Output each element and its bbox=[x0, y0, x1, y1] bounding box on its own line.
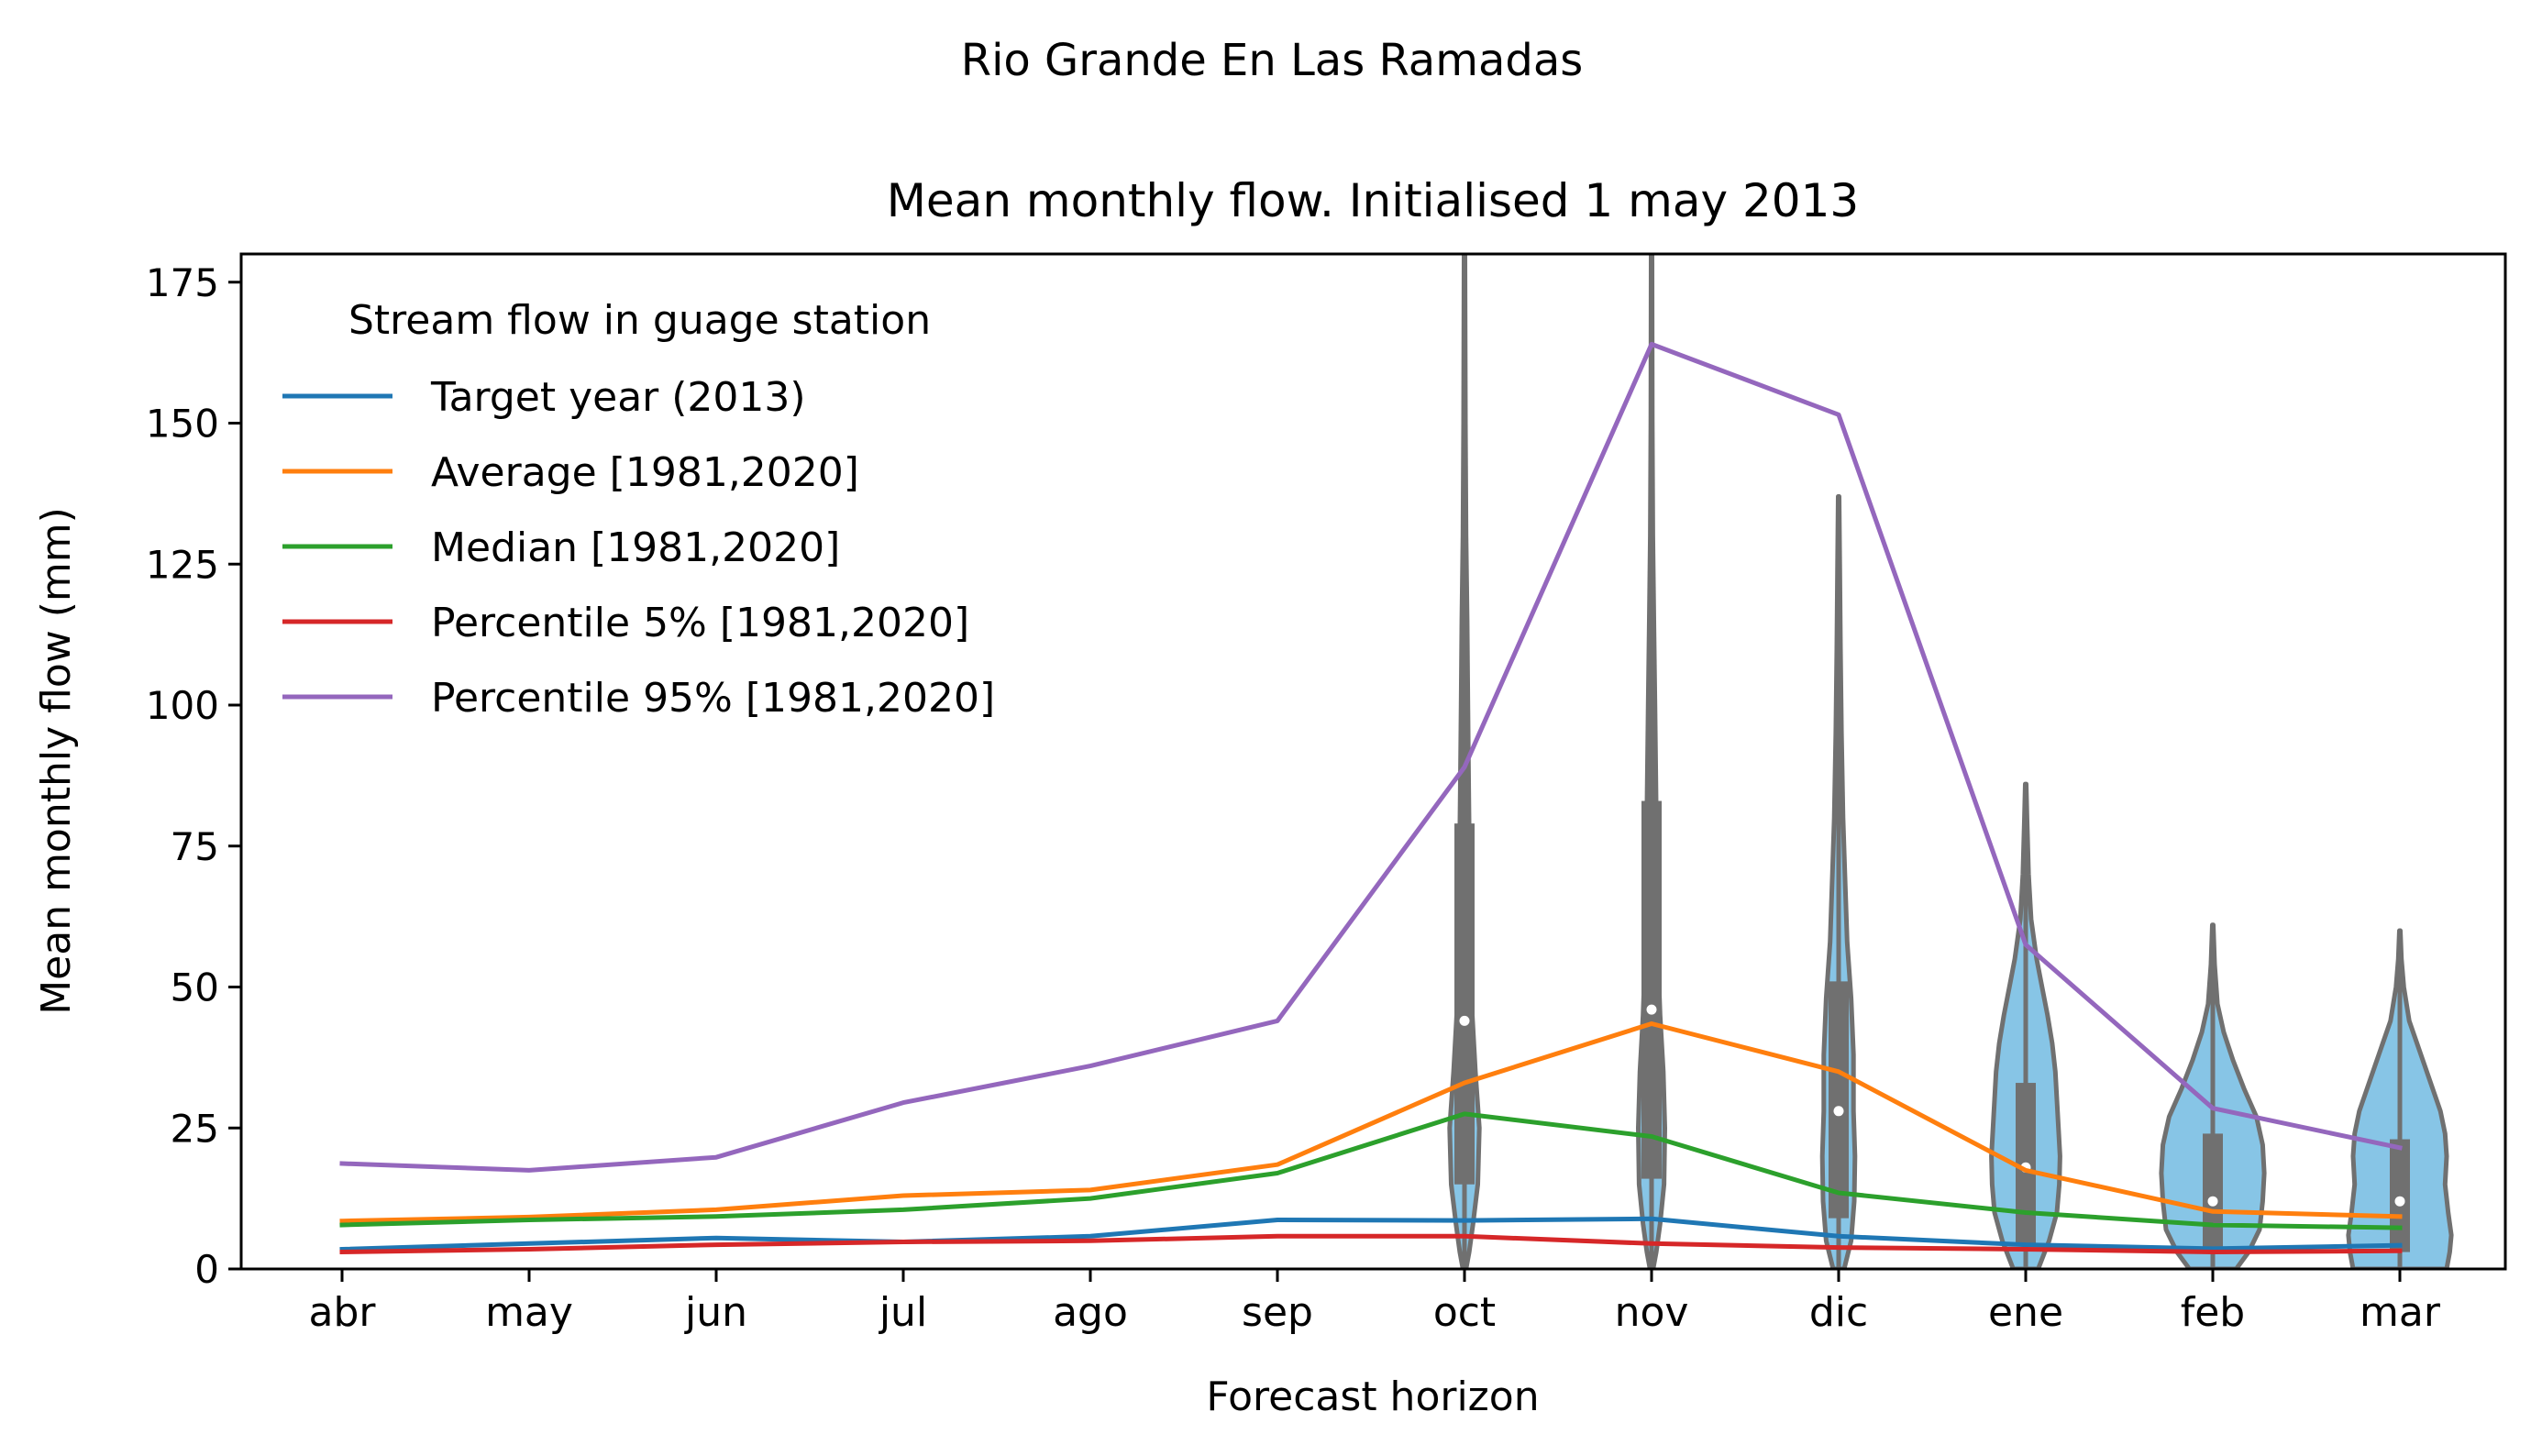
series-line-3 bbox=[339, 1111, 2403, 1230]
x-tick-label: sep bbox=[1242, 1289, 1313, 1336]
legend-label: Median [1981,2020] bbox=[431, 524, 840, 571]
legend-label: Percentile 5% [1981,2020] bbox=[431, 600, 969, 646]
legend-title: Stream flow in guage station bbox=[348, 297, 931, 344]
y-tick-label: 150 bbox=[146, 402, 219, 447]
legend: Stream flow in guage station Target year… bbox=[282, 297, 995, 722]
y-tick-label: 0 bbox=[194, 1247, 219, 1292]
violin-box-feb bbox=[2203, 1133, 2223, 1252]
y-tick-label: 25 bbox=[171, 1106, 219, 1151]
chart-suptitle: Rio Grande En Las Ramadas bbox=[961, 35, 1584, 86]
x-tick-label: ene bbox=[1988, 1289, 2063, 1336]
y-tick-label: 175 bbox=[146, 260, 219, 305]
x-tick-label: jun bbox=[684, 1289, 747, 1336]
series-line-2 bbox=[339, 1021, 2403, 1224]
x-tick-label: may bbox=[485, 1289, 573, 1336]
x-tick-label: abr bbox=[309, 1289, 377, 1336]
violin-box-mar bbox=[2390, 1139, 2410, 1252]
x-tick-label: feb bbox=[2181, 1289, 2246, 1336]
x-tick-label: ago bbox=[1053, 1289, 1128, 1336]
x-axis: abr may jun jul ago sep oct nov dic ene feb mar bbox=[309, 1269, 2441, 1336]
plot-frame bbox=[239, 252, 2507, 1271]
x-tick-label: nov bbox=[1615, 1289, 1689, 1336]
legend-label: Percentile 95% [1981,2020] bbox=[431, 675, 995, 722]
violin-box-nov bbox=[1641, 800, 1662, 1179]
series-line-1 bbox=[339, 1216, 2403, 1252]
violin-median-dic bbox=[1833, 1106, 1844, 1117]
y-tick-label: 75 bbox=[171, 824, 219, 869]
x-tick-label: dic bbox=[1809, 1289, 1868, 1336]
x-tick-label: mar bbox=[2360, 1289, 2441, 1336]
violin-box-dic bbox=[1829, 981, 1849, 1219]
y-tick-label: 125 bbox=[146, 542, 219, 587]
violin-median-feb bbox=[2207, 1196, 2218, 1207]
x-axis-label: Forecast horizon bbox=[1206, 1373, 1539, 1420]
y-tick-label: 50 bbox=[171, 965, 219, 1010]
y-tick-label: 100 bbox=[146, 683, 219, 728]
violin-box-oct bbox=[1454, 823, 1475, 1185]
violin-median-nov bbox=[1646, 1004, 1657, 1015]
violin-median-mar bbox=[2394, 1196, 2405, 1207]
chart-title: Mean monthly flow. Initialised 1 may 201… bbox=[887, 174, 1859, 227]
y-axis: 0 25 50 75 100 125 150 175 bbox=[146, 260, 241, 1292]
y-axis-label: Mean monthly flow (mm) bbox=[33, 507, 80, 1015]
x-tick-label: oct bbox=[1433, 1289, 1496, 1336]
series-line-5 bbox=[339, 341, 2403, 1173]
legend-label: Target year (2013) bbox=[430, 374, 806, 421]
series-lines bbox=[339, 341, 2403, 1255]
legend-label: Average [1981,2020] bbox=[431, 449, 859, 496]
series-line-4 bbox=[339, 1233, 2403, 1255]
violin-median-oct bbox=[1459, 1015, 1470, 1026]
x-tick-label: jul bbox=[879, 1289, 927, 1336]
